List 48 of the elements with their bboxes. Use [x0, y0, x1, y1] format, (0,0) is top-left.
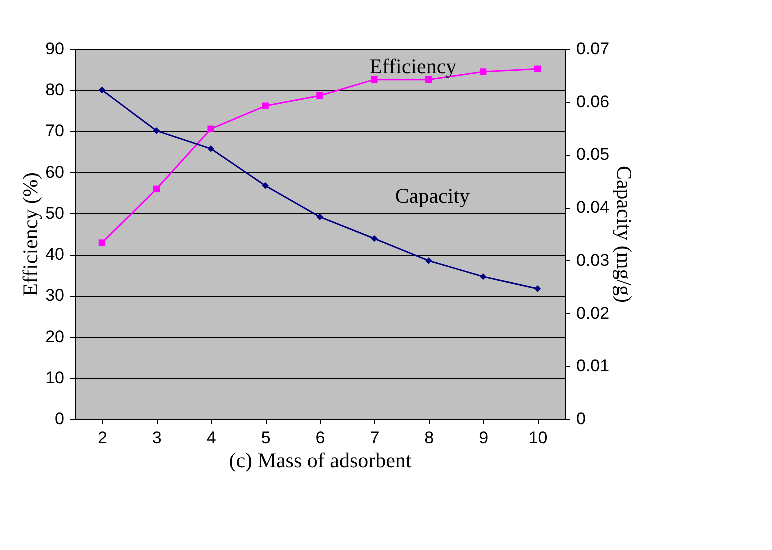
- y-tick-label: 80: [46, 80, 64, 100]
- y-tick-label: 90: [46, 40, 64, 58]
- y2-tick-label: 0.07: [576, 40, 610, 58]
- point: [316, 214, 324, 220]
- point: [262, 182, 269, 190]
- y-tick-label: 70: [46, 122, 64, 141]
- x-tick-label: 4: [206, 428, 216, 448]
- x-tick-label: 6: [316, 428, 326, 448]
- point: [371, 235, 378, 242]
- point: [208, 126, 214, 133]
- y-axis-title: Efficiency (%): [18, 172, 43, 296]
- y2-axis-title: Capacity (mg/g): [612, 166, 637, 304]
- y2-tick-label: 0.02: [576, 304, 610, 323]
- x-tick-label: 10: [528, 428, 548, 448]
- point: [480, 273, 487, 280]
- x-tick-label: 5: [261, 428, 271, 448]
- point: [480, 68, 487, 76]
- point: [153, 186, 160, 193]
- point: [534, 286, 542, 292]
- point: [534, 66, 542, 72]
- y2-tick-label: 0.04: [576, 198, 610, 218]
- point: [98, 240, 106, 246]
- series-label: Capacity: [395, 184, 471, 208]
- y-tick-label: 10: [46, 368, 64, 388]
- y-tick-label: 30: [46, 286, 64, 306]
- series-label: Efficiency: [370, 54, 458, 78]
- y2-tick-label: 0.01: [576, 356, 610, 376]
- y-tick-label: 0: [55, 410, 64, 428]
- point: [208, 146, 214, 152]
- x-tick-label: 7: [370, 428, 380, 448]
- x-tick-label: 9: [479, 428, 489, 448]
- x-axis-title: (c) Mass of adsorbent: [229, 448, 412, 472]
- y2-tick-label: 0.05: [576, 145, 610, 164]
- y-tick-label: 20: [46, 327, 64, 346]
- y2-tick-label: 0: [576, 410, 586, 428]
- y2-tick-label: 0.03: [576, 250, 610, 270]
- point: [426, 258, 432, 264]
- y-tick-label: 50: [46, 204, 64, 223]
- y2-tick-label: 0.06: [576, 92, 610, 112]
- y-tick-label: 40: [46, 245, 64, 264]
- point: [262, 102, 269, 110]
- x-tick-label: 2: [98, 428, 108, 448]
- x-tick-label: 8: [424, 428, 434, 448]
- point: [98, 86, 106, 94]
- point: [153, 128, 160, 134]
- point: [316, 92, 324, 100]
- y-tick-label: 60: [46, 162, 64, 182]
- x-tick-label: 3: [152, 428, 162, 448]
